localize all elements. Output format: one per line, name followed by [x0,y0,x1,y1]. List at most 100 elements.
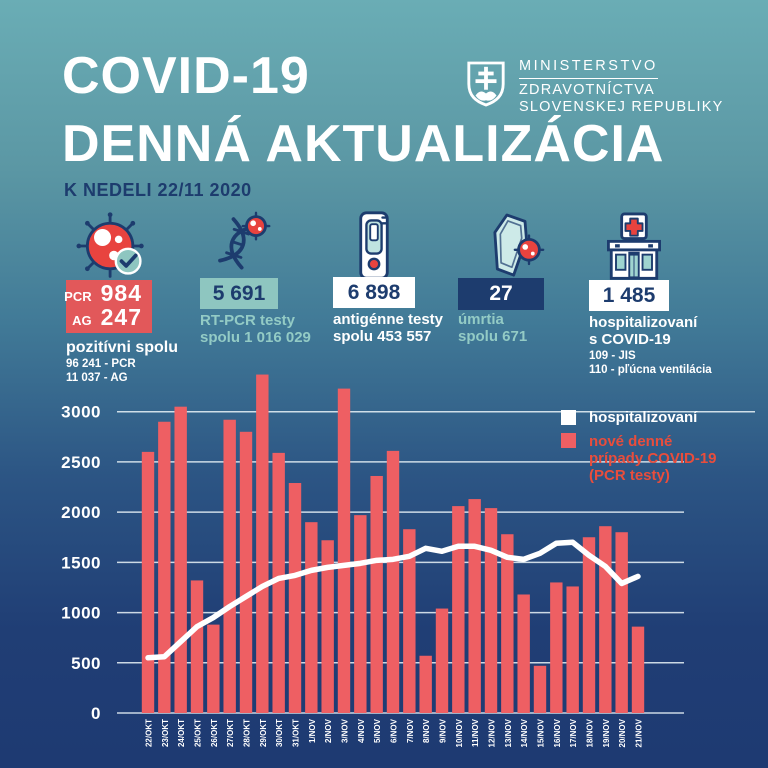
hospitalized-line [145,539,641,661]
x-axis-tick-label: 26/OKT [210,719,219,747]
deaths-label: úmrtia spolu 671 [458,311,528,345]
y-axis-tick-label: 1500 [61,553,101,572]
x-axis-tick-label: 12/NOV [487,718,496,747]
bar-10/NOV [452,506,465,713]
bar-29/OKT [256,374,269,713]
x-axis-tick-label: 7/NOV [406,718,415,743]
rtpcr-value-box: 5 691 [200,278,278,309]
hospital-icon [607,212,661,280]
x-axis-tick-label: 23/OKT [161,719,170,747]
antigen-value-box: 6 898 [333,277,415,308]
bar-23/OKT [158,421,171,713]
bar-14/NOV [517,594,530,713]
bar-18/NOV [582,537,596,713]
coffin-virus-icon [493,213,545,277]
rtpcr-label: RT-PCR testy spolu 1 016 029 [200,312,311,346]
bar-21/NOV [631,626,645,713]
pcr-value: 984 [100,280,142,306]
x-axis-tick-label: 16/NOV [553,718,562,747]
x-axis-tick-label: 10/NOV [455,718,464,747]
virus-check-icon [76,212,144,278]
antigen-value: 6 898 [347,280,401,304]
x-axis-tick-label: 2/NOV [324,718,333,743]
hospitalized-value-box: 1 485 [589,280,669,311]
bar-13/NOV [501,534,514,713]
bar-22/OKT [141,451,155,713]
page-title-line2: DENNÁ AKTUALIZÁCIA [62,115,665,173]
x-axis-tick-label: 18/NOV [585,718,594,747]
positive-title: pozitívni spolu [66,339,178,356]
x-axis-tick-label: 6/NOV [389,718,398,743]
bar-25/OKT [190,580,204,713]
hospitalized-detail-icu: 109 - JIS [589,350,636,362]
x-axis-tick-label: 19/NOV [602,718,611,747]
x-axis-tick-label: 28/OKT [242,719,251,747]
deaths-value: 27 [489,282,513,305]
ministry-line3: SLOVENSKEJ REPUBLIKY [519,99,724,115]
bar-27/OKT [223,419,236,713]
x-axis-tick-label: 17/NOV [569,718,578,747]
page-title-line1: COVID-19 [62,47,310,105]
deaths-value-box: 27 [458,278,544,310]
bar-19/NOV [599,526,612,713]
y-axis-tick-label: 0 [91,704,101,723]
x-axis-tick-label: 30/OKT [275,719,284,747]
positive-value-box: PCR 984 AG 247 [64,280,152,333]
bar-9/NOV [435,608,449,713]
date-note: K NEDELI 22/11 2020 [64,180,252,200]
bar-24/OKT [174,406,187,713]
x-axis-tick-label: 14/NOV [520,718,529,747]
bar-28/OKT [239,431,253,713]
covid-cases-chart: 0 500 1000 1500 2000 2500 3000 22/OKT 23/OKT 24/O… [61,374,755,747]
positive-detail-pcr: 96 241 - PCR [66,358,136,370]
y-axis-tick-label: 2000 [61,503,101,522]
pcr-label: PCR [64,289,92,304]
ag-label: AG [72,313,92,328]
bar-1/NOV [305,522,318,713]
x-axis-tick-label: 20/NOV [618,718,627,747]
bar-6/NOV [386,450,400,713]
y-axis-tick-label: 1000 [61,604,101,623]
bar-2/NOV [321,540,334,713]
x-axis-tick-label: 15/NOV [536,718,545,747]
hospitalized-label: hospitalizovaní s COVID-19 [589,314,698,348]
x-axis-tick-label: 31/OKT [291,719,300,747]
x-axis-tick-label: 29/OKT [259,719,268,747]
legend-label-hospitalized: hospitalizovaní [589,409,698,426]
x-axis-tick-label: 4/NOV [357,718,366,743]
bar-3/NOV [337,388,351,713]
hospitalized-value: 1 485 [602,283,656,307]
bar-30/OKT [272,452,285,713]
ag-value: 247 [100,304,142,330]
bar-15/NOV [533,665,547,713]
x-axis-tick-label: 8/NOV [422,718,431,743]
x-axis-tick-label: 5/NOV [373,718,382,743]
ministry-line2: ZDRAVOTNÍCTVA [519,82,655,98]
legend-item-new-cases: nové denné prípady COVID-19 (PCR testy) [561,433,717,484]
x-axis-tick-label: 3/NOV [340,718,349,743]
slovak-coat-of-arms-icon [467,61,505,107]
bar-12/NOV [484,508,498,713]
bar-4/NOV [354,515,367,713]
antigen-test-icon [359,211,389,280]
positive-detail-ag: 11 037 - AG [66,372,128,384]
bar-11/NOV [468,499,481,713]
x-axis-tick-label: 27/OKT [226,719,235,747]
bar-31/OKT [288,483,302,713]
x-axis-tick-label: 13/NOV [504,718,513,747]
x-axis-tick-label: 24/OKT [177,719,186,747]
x-axis-tick-label: 9/NOV [438,718,447,743]
x-axis-tick-label: 25/OKT [193,719,202,747]
legend-swatch-bars [561,433,576,448]
bar-17/NOV [566,586,579,713]
y-axis-tick-label: 2500 [61,453,101,472]
ministry-line1: MINISTERSTVO [519,58,658,79]
y-axis-tick-label: 500 [71,654,101,673]
legend-label-new-cases: nové denné prípady COVID-19 (PCR testy) [589,433,717,484]
rtpcr-value: 5 691 [212,281,266,305]
bar-8/NOV [419,655,432,713]
antigen-label: antigénne testy spolu 453 557 [333,311,444,345]
bar-16/NOV [550,582,563,713]
x-axis-tick-label: 22/OKT [145,719,154,747]
